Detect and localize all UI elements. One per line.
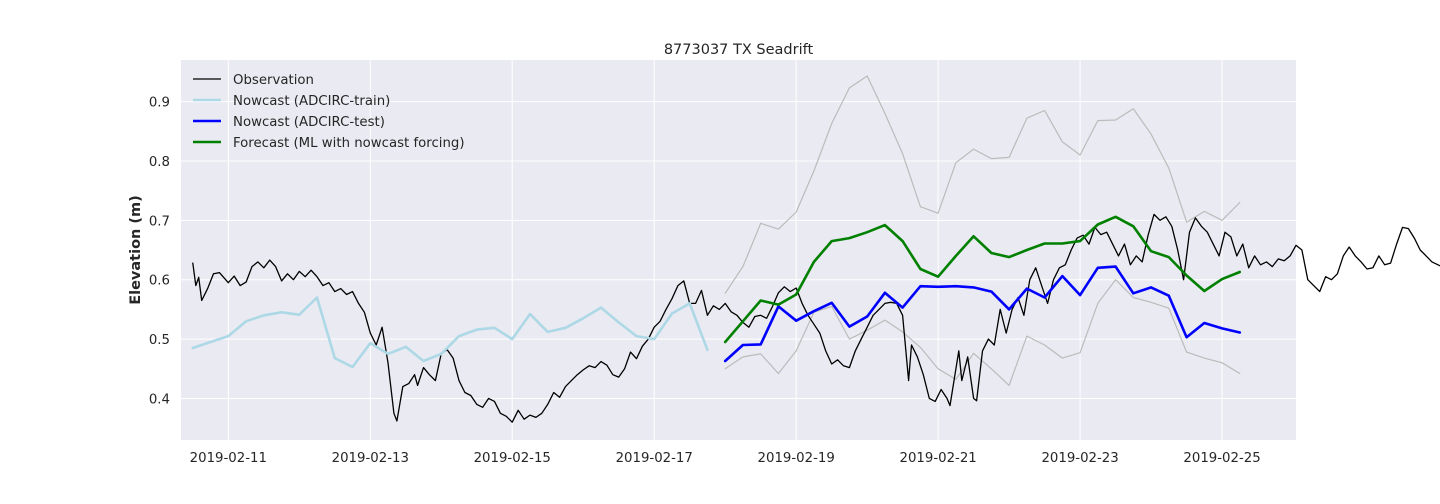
x-tick-label: 2019-02-21 (899, 451, 976, 466)
series-line-nowcast-adcirc-train (191, 296, 709, 369)
y-tick-label: 0.7 (149, 214, 170, 229)
legend-label: Forecast (ML with nowcast forcing) (233, 136, 465, 151)
chart-title: 8773037 TX Seadrift (664, 42, 814, 58)
y-tick-label: 0.9 (149, 96, 170, 111)
x-tick-label: 2019-02-25 (1183, 451, 1260, 466)
legend-label: Nowcast (ADCIRC-test) (233, 115, 385, 130)
series-lines (191, 75, 1440, 423)
y-axis-label: Elevation (m) (128, 195, 144, 305)
series-line-observation (192, 213, 1440, 423)
y-tick-label: 0.5 (149, 333, 170, 348)
x-tick-label: 2019-02-15 (474, 451, 551, 466)
plot-background (181, 60, 1296, 440)
legend-label: Nowcast (ADCIRC-train) (233, 94, 390, 109)
y-tick-label: 0.4 (149, 392, 170, 407)
x-tick-label: 2019-02-13 (332, 451, 409, 466)
grid-lines (181, 60, 1296, 440)
legend-label: Observation (233, 73, 314, 88)
x-tick-label: 2019-02-23 (1041, 451, 1118, 466)
x-tick-label: 2019-02-17 (616, 451, 693, 466)
series-line-forecast-ml-with-nowcast-forcing (723, 215, 1242, 344)
y-tick-label: 0.6 (149, 274, 170, 289)
legend: Observation Nowcast (ADCIRC-train) Nowcast… (193, 73, 465, 151)
y-tick-label: 0.8 (149, 155, 170, 170)
x-tick-label: 2019-02-11 (190, 451, 267, 466)
x-tick-label: 2019-02-19 (758, 451, 835, 466)
y-axis-ticks: 0.4 0.5 0.6 0.7 0.8 0.9 (149, 96, 170, 408)
x-axis-ticks: 2019-02-11 2019-02-13 2019-02-15 2019-02-17… (190, 451, 1261, 466)
series-line-nowcast-adcirc-test (723, 265, 1242, 363)
series-line-confidence-bound-4 (724, 75, 1241, 294)
